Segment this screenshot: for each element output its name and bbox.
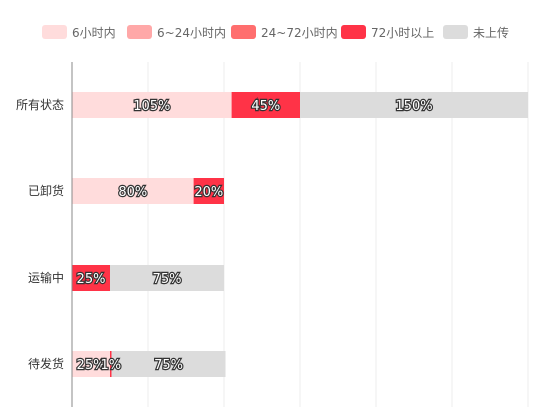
bar-value-label: 105% <box>133 99 170 114</box>
bar-series <box>72 92 528 377</box>
chart-legend: 6小时内 6~24小时内 24~72小时内 72小时以上 未上传 <box>42 25 509 40</box>
bar-value-label: 80% <box>118 185 147 200</box>
bar-segment[interactable] <box>111 351 226 377</box>
bar-value-label: 20% <box>194 185 223 200</box>
legend-swatch[interactable] <box>443 25 468 39</box>
bar-segment[interactable] <box>72 178 194 204</box>
bar-labels: 105% 45% 150%80% 20%25% 75%25%1% 75% <box>75 98 433 374</box>
category-label: 所有状态 <box>16 98 64 112</box>
legend-swatch[interactable] <box>42 25 67 39</box>
bar-segment[interactable] <box>110 265 224 291</box>
legend-label[interactable]: 未上传 <box>473 25 509 40</box>
bar-segment[interactable] <box>72 92 232 118</box>
bar-segment[interactable] <box>231 92 300 118</box>
bar-value-label: 150% <box>395 99 432 114</box>
legend-label[interactable]: 72小时以上 <box>371 26 434 40</box>
legend-label[interactable]: 24~72小时内 <box>261 26 338 40</box>
bar-segment[interactable] <box>72 351 110 377</box>
bar-value-label: 75% <box>154 358 183 373</box>
bar-segment[interactable] <box>300 92 528 118</box>
bar-value-label: 25% <box>77 358 106 373</box>
category-label: 已卸货 <box>28 183 64 198</box>
legend-swatch[interactable] <box>341 25 366 39</box>
legend-swatch[interactable] <box>231 25 256 39</box>
bar-segment[interactable] <box>193 178 224 204</box>
bar-value-label: 1% <box>100 358 121 373</box>
bar-value-label: 25% <box>77 272 106 287</box>
category-label: 待发货 <box>28 356 64 371</box>
grid-lines <box>147 62 529 407</box>
legend-label[interactable]: 6小时内 <box>72 26 116 40</box>
bar-value-label: 45% <box>251 99 280 114</box>
bar-segment[interactable] <box>72 265 110 291</box>
bar-segment[interactable] <box>110 351 112 377</box>
bar-value-label: 75% <box>153 272 182 287</box>
category-label: 运输中 <box>28 270 64 285</box>
legend-swatch[interactable] <box>127 25 152 39</box>
legend-label[interactable]: 6~24小时内 <box>157 26 226 40</box>
